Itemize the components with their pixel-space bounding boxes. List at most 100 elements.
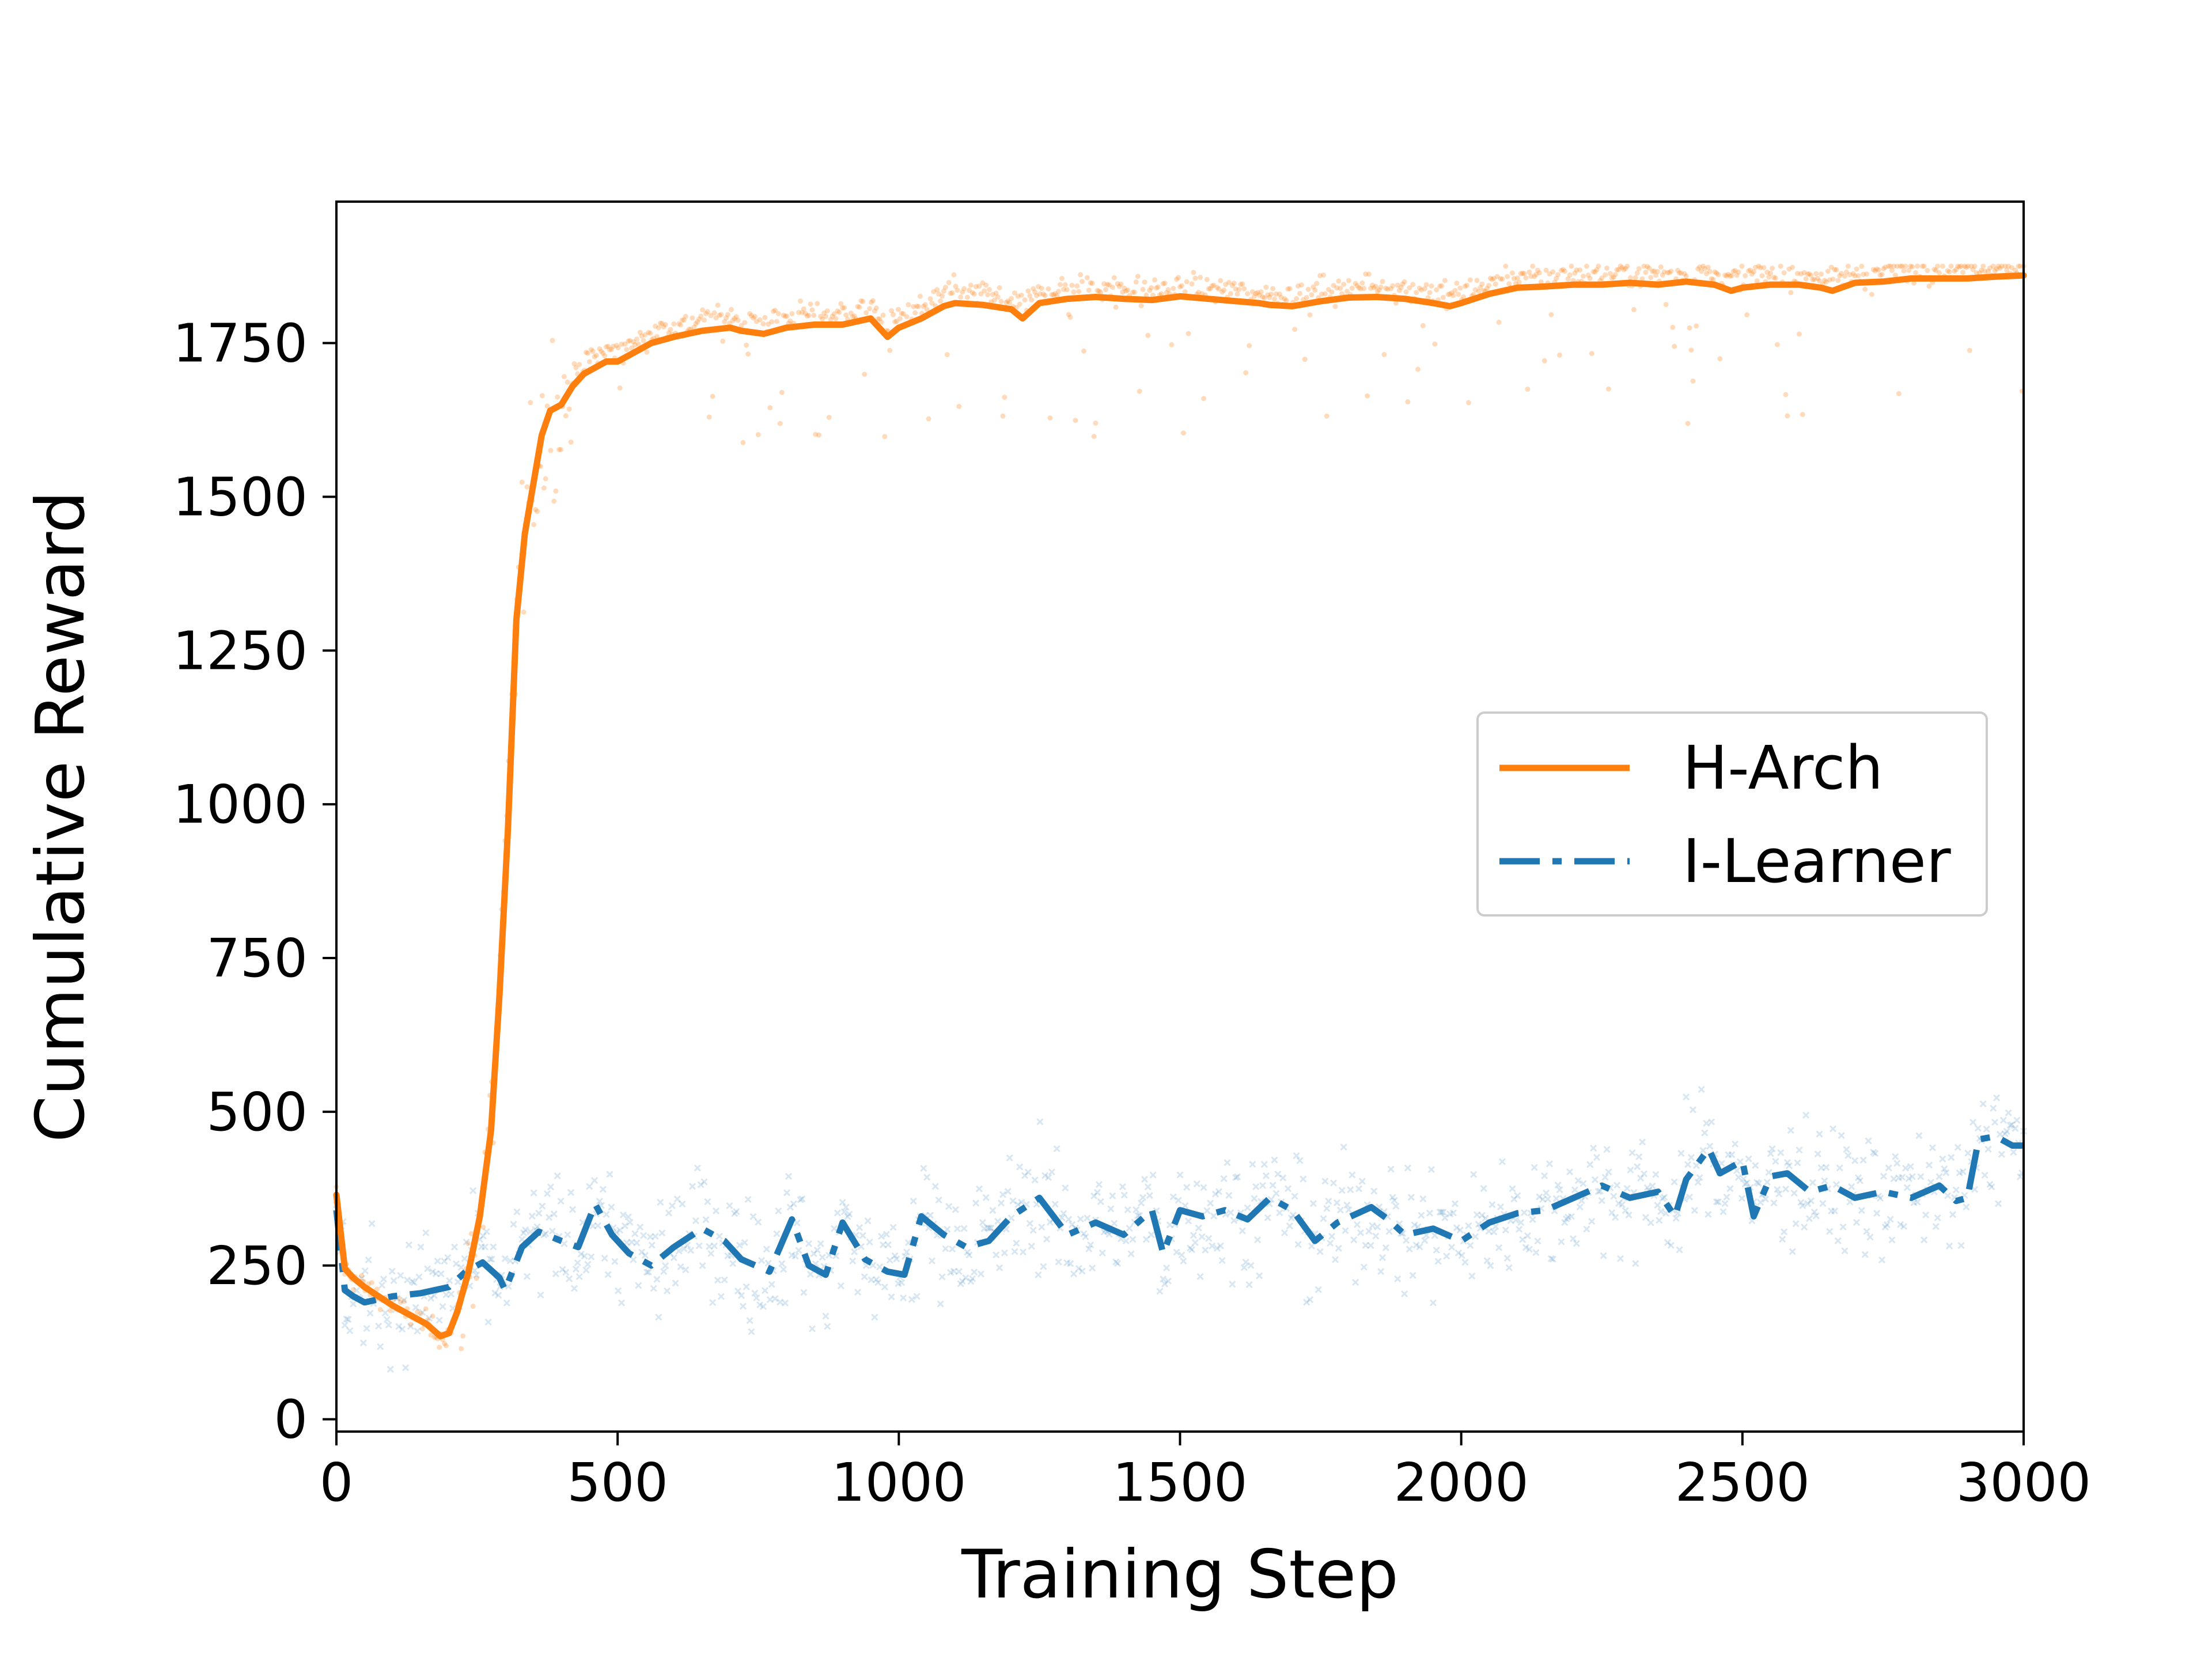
i-learner-raw-point (1775, 1190, 1783, 1198)
h-arch-raw-point (891, 312, 896, 317)
i-learner-raw-point (959, 1277, 966, 1285)
h-arch-raw-point (882, 434, 888, 440)
h-arch-raw-point (1429, 283, 1434, 289)
i-learner-raw-point (1252, 1183, 1260, 1190)
i-learner-raw-point (2001, 1130, 2009, 1138)
i-learner-raw-point (831, 1225, 838, 1232)
i-learner-raw-point (1783, 1159, 1791, 1166)
h-arch-raw-point (1336, 278, 1342, 284)
h-arch-raw-point (1137, 388, 1142, 394)
i-learner-raw-point (542, 1230, 550, 1237)
h-arch-raw-point (1366, 271, 1372, 277)
i-learner-raw-point (399, 1326, 406, 1333)
i-learner-raw-point (581, 1252, 588, 1260)
h-arch-raw-point (796, 309, 801, 315)
i-learner-raw-point (1539, 1195, 1547, 1203)
i-learner-raw-point (1347, 1186, 1354, 1194)
i-learner-raw-point (628, 1239, 635, 1246)
i-learner-raw-point (737, 1292, 745, 1299)
i-learner-raw-point (819, 1254, 826, 1261)
i-learner-raw-point (1490, 1228, 1498, 1236)
h-arch-raw-point (1560, 267, 1566, 272)
i-learner-raw-point (1765, 1169, 1772, 1176)
i-learner-raw-point (753, 1294, 760, 1302)
h-arch-raw-point (1018, 293, 1024, 298)
h-arch-raw-point (1970, 267, 1976, 272)
i-learner-raw-point (2008, 1121, 2016, 1129)
i-learner-raw-point (1590, 1144, 1597, 1152)
i-learner-raw-point (679, 1201, 686, 1208)
i-learner-raw-point (1957, 1241, 1965, 1250)
h-arch-raw-point (1533, 272, 1539, 278)
i-learner-raw-point (1610, 1192, 1618, 1200)
i-learner-raw-point (484, 1318, 492, 1326)
i-learner-raw-point (1858, 1207, 1865, 1214)
i-learner-raw-point (1340, 1144, 1347, 1151)
i-learner-raw-point (1503, 1255, 1511, 1262)
h-arch-raw-point (1514, 275, 1520, 281)
h-arch-raw-point (1414, 290, 1419, 296)
h-arch-raw-point (1661, 269, 1667, 275)
i-learner-raw-point (1892, 1153, 1899, 1160)
h-arch-raw-point (1251, 294, 1257, 299)
h-arch-raw-point (1957, 264, 1963, 270)
i-learner-raw-point (763, 1245, 770, 1253)
i-learner-raw-point (1090, 1192, 1098, 1199)
h-arch-raw-point (1209, 283, 1215, 289)
i-learner-raw-point (1897, 1221, 1904, 1228)
i-learner-raw-point (377, 1343, 384, 1350)
i-learner-raw-point (1276, 1209, 1283, 1217)
h-arch-raw-point (941, 288, 946, 294)
h-arch-raw-point (1403, 289, 1409, 295)
h-arch-raw-point (1965, 263, 1971, 269)
i-learner-raw-point (1230, 1217, 1238, 1224)
i-learner-raw-point (846, 1210, 853, 1218)
h-arch-raw-point (1420, 323, 1426, 328)
h-arch-raw-point (524, 484, 530, 490)
i-learner-raw-point (381, 1309, 389, 1317)
h-arch-raw-point (1714, 270, 1719, 276)
i-learner-raw-point (478, 1243, 485, 1251)
h-arch-raw-point (519, 479, 525, 485)
i-learner-raw-point (699, 1262, 706, 1270)
i-learner-raw-point (1870, 1149, 1877, 1156)
i-learner-raw-point (1638, 1138, 1646, 1146)
i-learner-raw-point (387, 1365, 394, 1373)
h-arch-raw-point (1933, 267, 1939, 273)
h-arch-raw-point (1452, 287, 1458, 293)
h-arch-raw-point (1963, 264, 1969, 270)
i-learner-raw-point (1296, 1157, 1304, 1164)
h-arch-raw-point (1218, 278, 1224, 283)
i-learner-raw-point (1294, 1241, 1302, 1248)
i-learner-raw-point (923, 1173, 931, 1181)
h-arch-raw-point (1808, 272, 1814, 278)
i-learner-raw-point (1713, 1198, 1720, 1206)
h-arch-raw-point (784, 313, 790, 319)
i-learner-raw-point (650, 1285, 657, 1292)
h-arch-raw-point (1614, 267, 1620, 272)
x-tick-label: 0 (320, 1452, 354, 1513)
h-arch-raw-point (1734, 272, 1740, 278)
h-arch-raw-point (597, 346, 603, 352)
h-arch-raw-point (418, 1311, 423, 1316)
i-learner-raw-point (1509, 1185, 1516, 1192)
i-learner-raw-point (688, 1183, 696, 1190)
i-learner-raw-point (1355, 1185, 1363, 1192)
h-arch-raw-point (683, 313, 688, 319)
i-learner-raw-point (422, 1229, 430, 1237)
i-learner-raw-point (1974, 1125, 1982, 1132)
i-learner-raw-point (694, 1164, 701, 1172)
h-arch-raw-point (1165, 287, 1171, 293)
h-arch-raw-point (1725, 271, 1731, 277)
i-learner-raw-point (1402, 1236, 1410, 1244)
i-learner-raw-point (1163, 1264, 1171, 1271)
h-arch-raw-point (1771, 275, 1777, 281)
i-learner-raw-point (407, 1323, 414, 1330)
i-learner-raw-point (665, 1209, 673, 1217)
i-learner-raw-point (1844, 1152, 1852, 1159)
h-arch-raw-point (1633, 275, 1638, 281)
h-arch-raw-point (1109, 285, 1115, 290)
h-arch-raw-point (1040, 291, 1046, 297)
h-arch-raw-point (1650, 268, 1656, 274)
i-learner-raw-point (1846, 1198, 1854, 1206)
